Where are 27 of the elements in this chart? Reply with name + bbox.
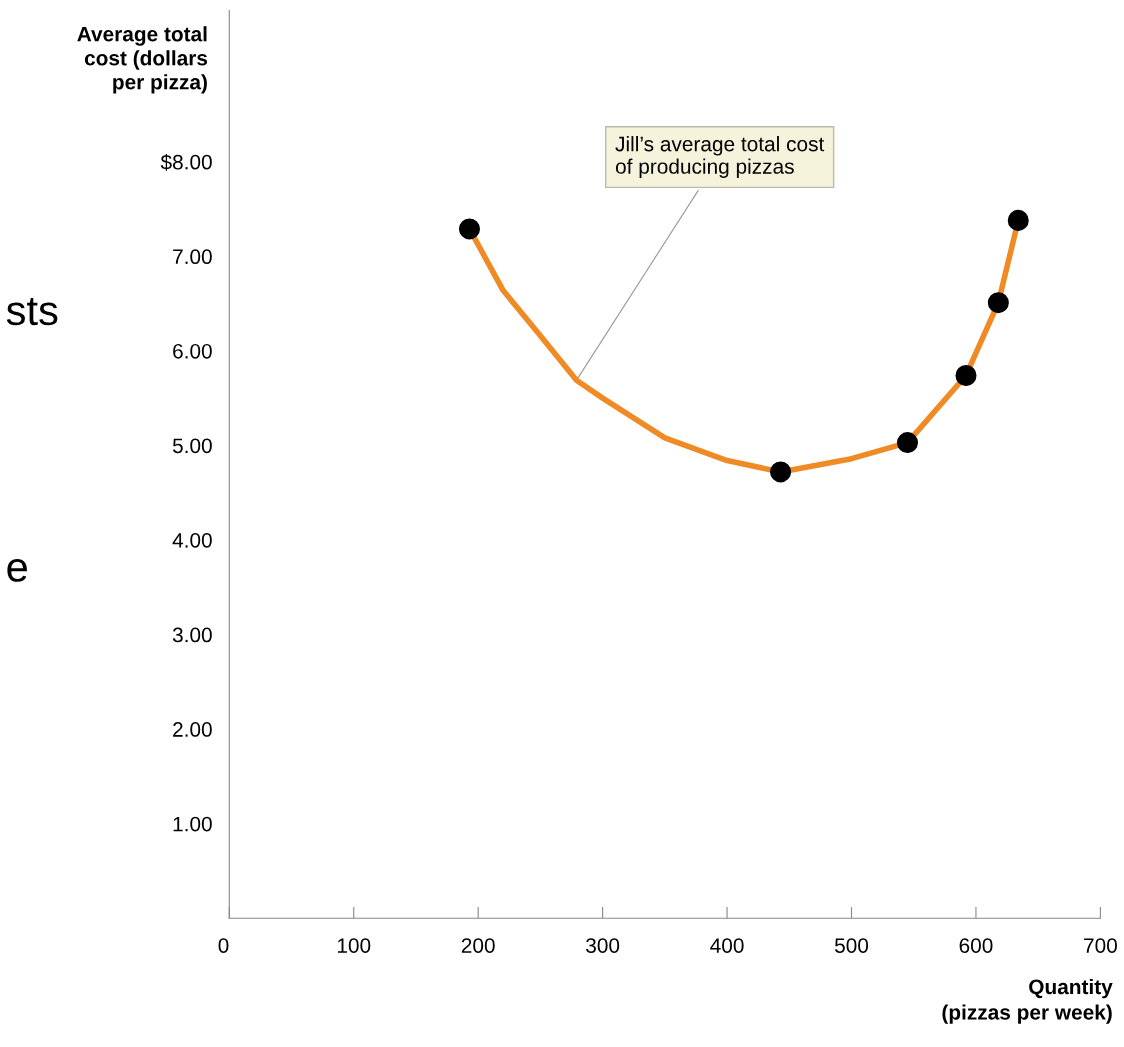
- x-tick-label: 600: [959, 938, 993, 953]
- x-tick-label: 700: [1084, 938, 1117, 953]
- y-tick-label: $8.00: [160, 153, 212, 171]
- annotation: Jill’s average total cost of producing pizzas: [615, 136, 825, 178]
- point: [770, 461, 792, 483]
- y-tick-label: 4.00: [172, 532, 212, 548]
- x-tick-label: 100: [337, 938, 371, 953]
- x-tick-label: 0: [218, 938, 229, 953]
- text: sts: [6, 297, 58, 326]
- point: [896, 432, 919, 454]
- y-tick-label: 6.00: [173, 343, 212, 359]
- x-tick-label: 500: [834, 938, 869, 953]
- y-axis-title: Average total cost (dollars per pizza): [77, 26, 208, 94]
- x-tick-label: 200: [461, 938, 495, 953]
- y-tick-label: 5.00: [172, 438, 212, 454]
- y-tick-label: 1.00: [173, 816, 212, 832]
- y-tick-label: 7.00: [173, 249, 212, 265]
- point: [955, 364, 977, 386]
- y-tick-label: 2.00: [173, 722, 212, 737]
- point: [987, 292, 1009, 314]
- point: [458, 218, 480, 240]
- text: e: [7, 558, 27, 582]
- y-tick-label: 3.00: [172, 627, 212, 643]
- point: [1007, 209, 1029, 231]
- x-axis-title: Quantity (pizzas per week): [942, 978, 1113, 1024]
- x-tick-label: 400: [710, 938, 744, 953]
- x-tick-label: 300: [586, 938, 620, 953]
